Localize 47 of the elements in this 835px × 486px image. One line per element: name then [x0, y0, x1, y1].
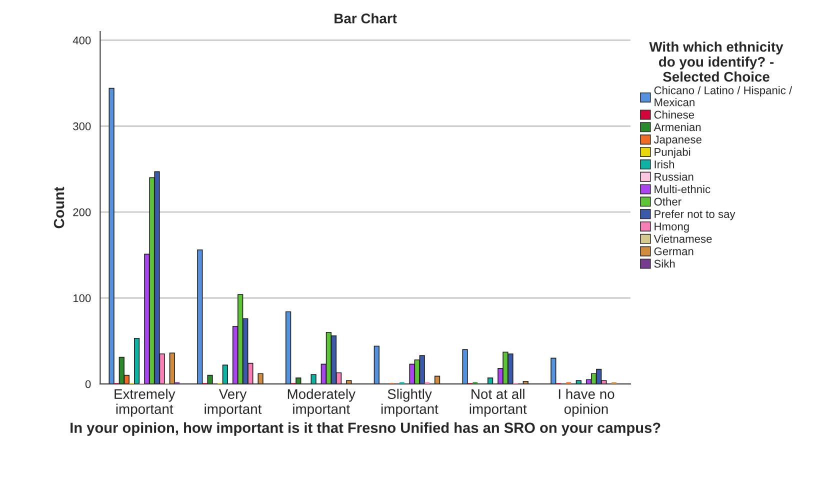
bar: [134, 338, 140, 384]
legend-label: Punjabi: [654, 148, 690, 158]
bar: [222, 364, 228, 384]
x-tick-label: Very important: [204, 389, 262, 417]
y-axis-title: Count: [54, 186, 64, 228]
legend-label: Sikh: [654, 260, 675, 268]
legend-label: Irish: [654, 160, 674, 168]
legend-label: Hmong: [654, 222, 689, 233]
bar: [434, 376, 440, 384]
bar: [207, 374, 213, 384]
legend-label: Other: [654, 197, 682, 206]
chart-title: Bar Chart: [334, 13, 397, 24]
bar: [169, 352, 175, 384]
bar: [374, 346, 380, 384]
x-tick-label: Slightly important: [381, 388, 438, 417]
bar: [296, 378, 302, 384]
x-tick-label: Not at all important: [470, 388, 527, 417]
legend-title: With which ethnicity do you identify? - Selected Choice: [649, 42, 784, 82]
x-tick-label: Moderately important: [288, 388, 356, 417]
bar: [522, 380, 528, 384]
y-tick-label: 200: [73, 208, 91, 216]
bar: [487, 378, 494, 384]
x-axis-title: In your opinion, how important is it that Fresno Unified has an SRO on your campus?: [70, 422, 660, 436]
bar: [346, 380, 352, 384]
bar: [197, 249, 203, 384]
bar: [310, 374, 316, 384]
legend-label: Chinese: [654, 110, 694, 119]
legend-label: Multi-ethnic: [654, 185, 710, 194]
bar: [108, 88, 114, 384]
x-tick-label: Extremely important: [114, 388, 176, 417]
bar: [462, 349, 468, 384]
legend-label: Chicano / Latino / Hispanic / Mexican: [654, 86, 792, 106]
y-tick-label: 0: [85, 380, 91, 388]
bar: [550, 358, 556, 384]
legend-label: German: [654, 247, 694, 256]
legend-label: Prefer not to say: [654, 210, 736, 220]
legend-label: Japanese: [654, 136, 702, 146]
bar: [285, 311, 292, 384]
bar: [576, 380, 582, 384]
y-tick-label: 400: [72, 36, 91, 44]
bar: [258, 373, 264, 384]
x-tick-label: I have no opinion: [558, 388, 614, 417]
legend-label: Vietnamese: [654, 234, 712, 243]
y-tick-label: 100: [73, 294, 91, 302]
legend-label: Russian: [654, 172, 694, 181]
legend-label: Armenian: [654, 122, 701, 132]
y-tick-label: 300: [73, 122, 91, 130]
